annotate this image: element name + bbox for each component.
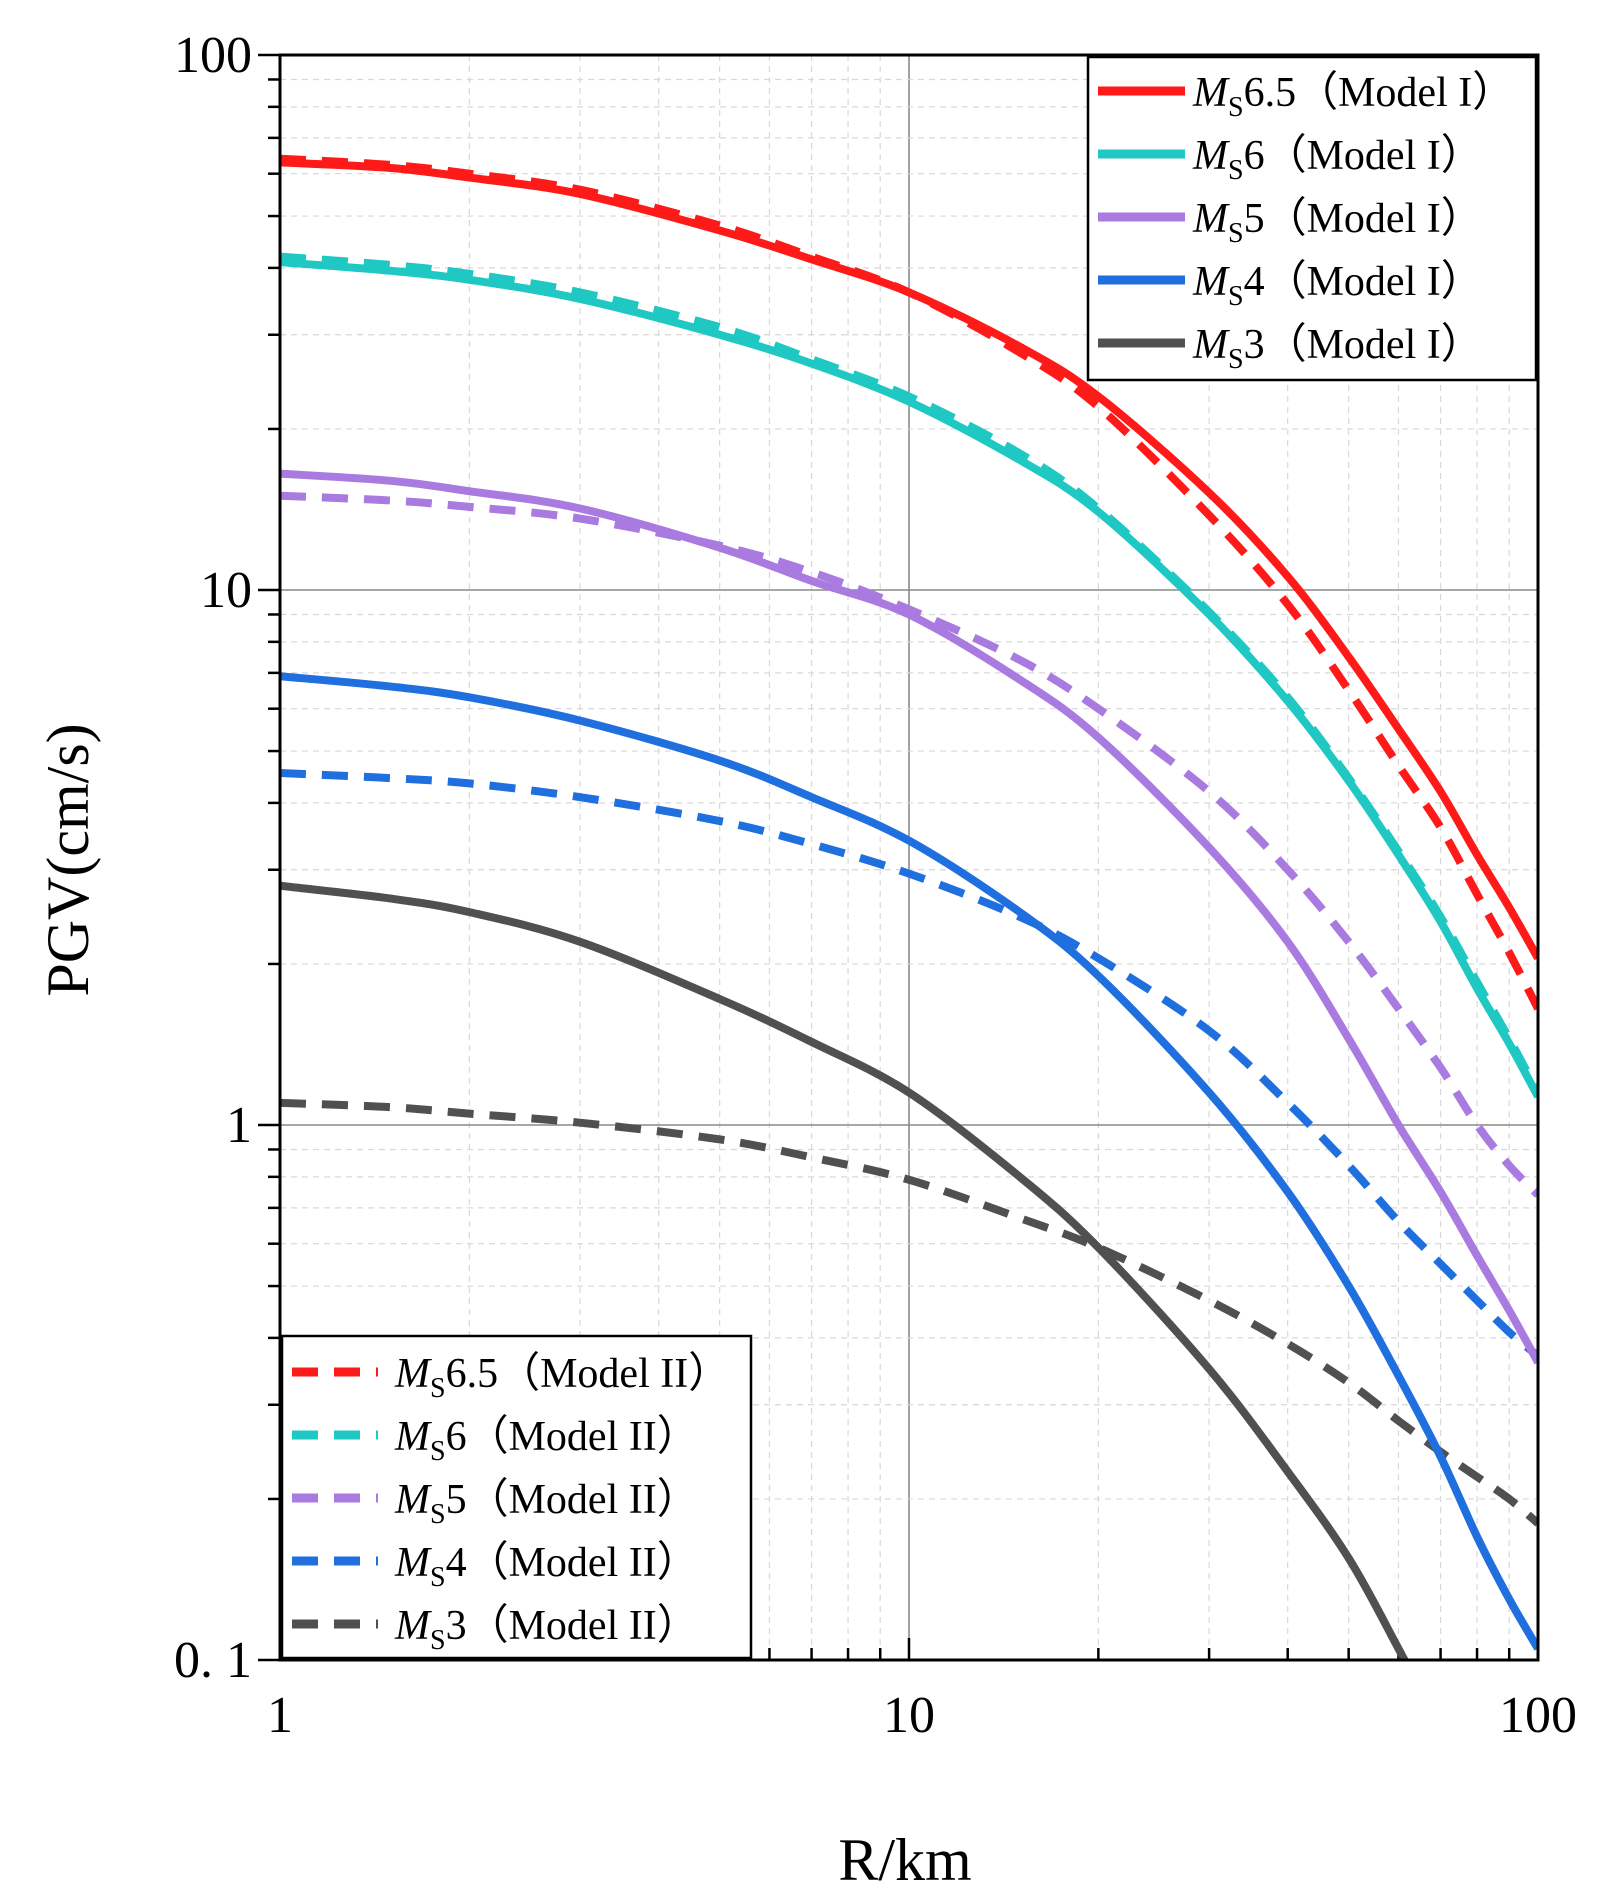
series-line-ms6.5-model-ii- [280,154,1538,1011]
x-tick-label: 1 [267,1687,293,1744]
series-lines [280,154,1538,1660]
legend-model-1: MS6.5（Model I） MS6（Model I） MS5（Model I） MS… [1086,55,1538,382]
series-line-ms5-model-ii- [280,491,1538,1198]
y-axis-label: PGV(cm/s) [35,723,101,996]
legend-entry-label: MS5（Model I） [1192,196,1483,249]
series-line-ms3-model-i- [280,881,1410,1660]
y-tick-label: 10 [200,562,252,619]
series-line-ms4-model-i- [280,672,1538,1651]
x-axis-label: R/km [838,1827,971,1893]
y-tick-label: 1 [226,1097,252,1154]
legend-entry-label: MS5（Model II） [394,1477,699,1530]
plot-frame [278,53,1540,1662]
series-line-ms5-model-i- [280,469,1538,1365]
x-tick-label: 10 [883,1687,935,1744]
y-tick-label: 100 [174,27,252,84]
legend-entry-label: MS4（Model II） [394,1540,699,1593]
legend-entry-label: MS6（Model I） [1192,133,1483,186]
legend-entry-label: MS3（Model I） [1192,322,1483,375]
legend-entry-label: MS6.5（Model II） [394,1351,730,1404]
legend-entry-label: MS6.5（Model I） [1192,70,1514,123]
legend-entry-label: MS6（Model II） [394,1414,699,1467]
x-tick-label: 100 [1499,1687,1577,1744]
tick-labels: 1 10 100 0. 1 1 10 100 [174,27,1577,1744]
series-line-ms6.5-model-i- [280,158,1538,961]
legend-box [280,1334,753,1660]
legend-model-2: MS6.5（Model II） MS6（Model II） MS5（Model II… [280,1334,753,1660]
series-line-ms4-model-ii- [280,768,1538,1360]
series-line-ms6-model-i- [280,258,1538,1099]
legend-entry-label: MS4（Model I） [1192,259,1483,312]
y-tick-label: 0. 1 [174,1632,252,1689]
legend-entry-label: MS3（Model II） [394,1603,699,1656]
